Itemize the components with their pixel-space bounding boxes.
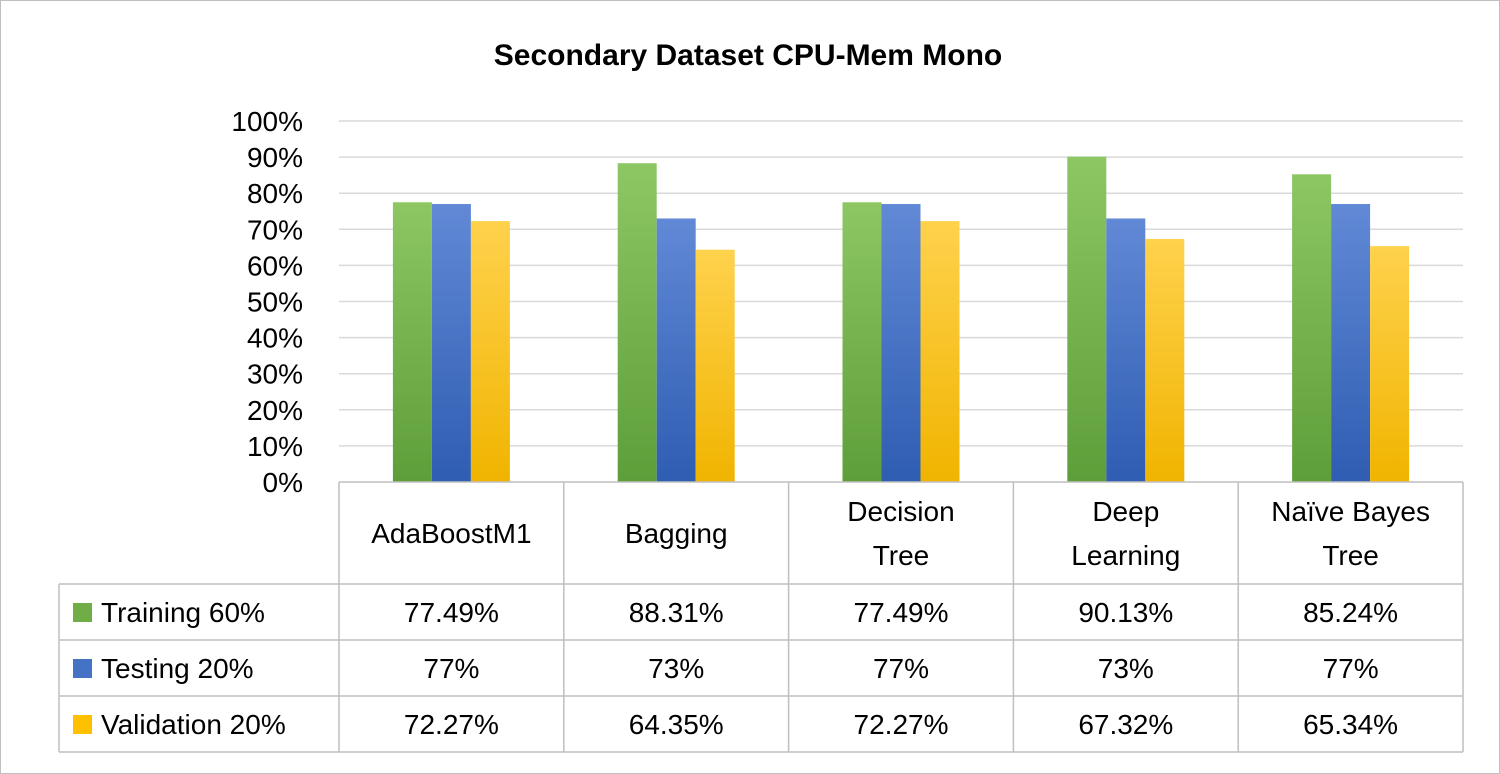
y-tick-label: 70%: [247, 214, 303, 245]
category-label: Deep Learning: [1071, 496, 1180, 571]
y-tick-label: 80%: [247, 178, 303, 209]
data-label: 77.49%: [854, 597, 949, 628]
data-label: 65.34%: [1303, 709, 1398, 740]
legend-key: [73, 603, 92, 622]
data-label: 77%: [1323, 653, 1379, 684]
legend-label: Testing 20%: [101, 653, 254, 684]
bar-training-60-: [842, 202, 882, 482]
bar-validation-20-: [920, 221, 960, 483]
y-tick-label: 0%: [263, 467, 303, 498]
y-tick-label: 30%: [247, 359, 303, 390]
legend-key: [73, 659, 92, 678]
category-label: Naïve Bayes Tree: [1271, 496, 1430, 571]
data-label: 77%: [873, 653, 929, 684]
data-table: AdaBoostM1 Bagging Decision Tree Deep Learnin…: [58, 481, 1464, 753]
category-label: Decision Tree: [847, 496, 954, 571]
y-tick-label: 50%: [247, 287, 303, 318]
data-label: 64.35%: [629, 709, 724, 740]
data-label: 72.27%: [404, 709, 499, 740]
category-label: AdaBoostM1: [371, 518, 531, 549]
y-tick-label: 100%: [231, 106, 303, 137]
y-tick-label: 90%: [247, 142, 303, 173]
data-label: 67.32%: [1078, 709, 1173, 740]
chart-title: Secondary Dataset CPU-Mem Mono: [494, 39, 1002, 72]
legend-label: Training 60%: [101, 597, 265, 628]
data-label: 85.24%: [1303, 597, 1398, 628]
bar-testing-20-: [431, 204, 471, 482]
legend-label: Validation 20%: [101, 709, 286, 740]
bar-testing-20-: [656, 218, 696, 482]
bar-validation-20-: [470, 221, 510, 483]
bar-testing-20-: [881, 204, 921, 482]
bar-testing-20-: [1331, 204, 1371, 482]
bar-training-60-: [392, 202, 432, 482]
bar-validation-20-: [695, 249, 735, 482]
data-label: 77%: [423, 653, 479, 684]
bar-validation-20-: [1370, 246, 1410, 482]
bars: [392, 156, 1410, 483]
y-tick-label: 10%: [247, 431, 303, 462]
legend-key: [73, 715, 92, 734]
bar-training-60-: [1067, 156, 1107, 482]
y-axis-ticks: 0% 10% 20% 30% 40% 50% 60% 70% 80% 90% 100%: [231, 106, 303, 498]
data-label: 73%: [1098, 653, 1154, 684]
bar-validation-20-: [1145, 238, 1185, 482]
data-label: 73%: [648, 653, 704, 684]
y-tick-label: 20%: [247, 395, 303, 426]
data-label: 90.13%: [1078, 597, 1173, 628]
bar-testing-20-: [1106, 218, 1146, 482]
category-label: Bagging: [625, 518, 728, 549]
bar-training-60-: [1292, 174, 1332, 482]
y-tick-label: 40%: [247, 323, 303, 354]
bar-training-60-: [617, 163, 657, 482]
y-tick-label: 60%: [247, 250, 303, 281]
data-label: 88.31%: [629, 597, 724, 628]
data-label: 77.49%: [404, 597, 499, 628]
data-label: 72.27%: [854, 709, 949, 740]
